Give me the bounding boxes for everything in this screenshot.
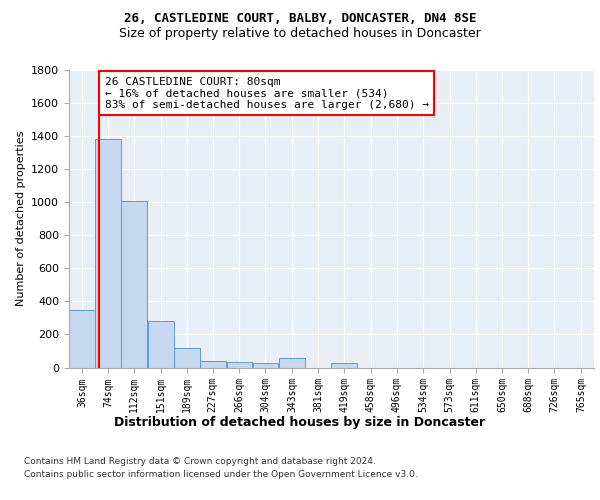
- Text: Size of property relative to detached houses in Doncaster: Size of property relative to detached ho…: [119, 28, 481, 40]
- Bar: [331, 362, 357, 368]
- Bar: [200, 361, 226, 368]
- Bar: [148, 321, 173, 368]
- Text: 26 CASTLEDINE COURT: 80sqm
← 16% of detached houses are smaller (534)
83% of sem: 26 CASTLEDINE COURT: 80sqm ← 16% of deta…: [104, 76, 428, 110]
- Text: Distribution of detached houses by size in Doncaster: Distribution of detached houses by size …: [115, 416, 485, 429]
- Text: Contains HM Land Registry data © Crown copyright and database right 2024.: Contains HM Land Registry data © Crown c…: [24, 458, 376, 466]
- Y-axis label: Number of detached properties: Number of detached properties: [16, 131, 26, 306]
- Bar: [280, 358, 305, 368]
- Bar: [69, 310, 95, 368]
- Bar: [253, 364, 278, 368]
- Bar: [121, 200, 147, 368]
- Text: Contains public sector information licensed under the Open Government Licence v3: Contains public sector information licen…: [24, 470, 418, 479]
- Bar: [227, 362, 252, 368]
- Bar: [174, 348, 200, 368]
- Bar: [95, 140, 121, 368]
- Text: 26, CASTLEDINE COURT, BALBY, DONCASTER, DN4 8SE: 26, CASTLEDINE COURT, BALBY, DONCASTER, …: [124, 12, 476, 26]
